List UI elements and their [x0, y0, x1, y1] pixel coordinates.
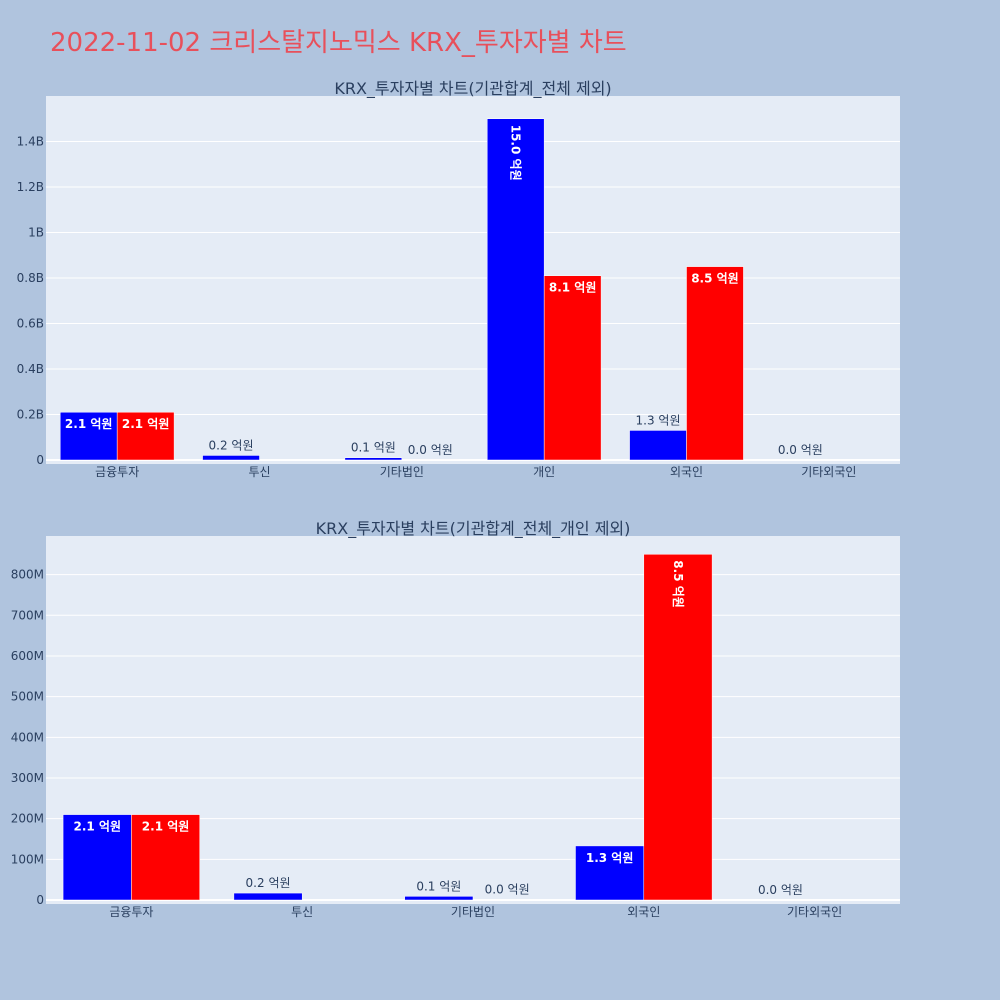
x-tick-label: 금융투자 — [109, 905, 153, 919]
y-tick-label: 400M — [11, 730, 44, 744]
x-tick-label: 개인 — [533, 465, 555, 479]
bar — [59, 411, 118, 461]
y-tick-label: 0.6B — [17, 317, 44, 331]
chart-title-1: KRX_투자자별 차트(기관합계_전체 제외) — [334, 79, 611, 99]
chart-title-2: KRX_투자자별 차트(기관합계_전체_개인 제외) — [316, 519, 631, 539]
data-label: 0.1 억원 — [416, 879, 461, 893]
data-label: 0.2 억원 — [246, 876, 291, 890]
y-tick-label: 1.4B — [17, 135, 44, 149]
data-label: 2.1 억원 — [122, 417, 170, 431]
data-label: 0.1 억원 — [351, 441, 396, 455]
data-label: 0.2 억원 — [209, 438, 254, 452]
data-label: 2.1 억원 — [65, 417, 113, 431]
data-label: 0.0 억원 — [485, 883, 530, 897]
y-tick-label: 100M — [11, 852, 44, 866]
data-label: 8.5 억원 — [691, 272, 739, 286]
page-title: 2022-11-02 크리스탈지노믹스 KRX_투자자별 차트 — [50, 28, 627, 58]
x-tick-label: 기타법인 — [451, 905, 495, 919]
bar — [233, 892, 303, 901]
bar — [486, 118, 545, 461]
bar — [131, 814, 200, 901]
y-tick-label: 0.4B — [17, 362, 44, 376]
plot-area-1 — [46, 96, 900, 464]
data-label: 15.0 억원 — [509, 125, 523, 181]
y-tick-label: 500M — [11, 690, 44, 704]
y-tick-label: 1B — [28, 226, 44, 240]
y-tick-label: 600M — [11, 649, 44, 663]
y-tick-label: 800M — [11, 568, 44, 582]
data-label: 2.1 억원 — [142, 820, 190, 834]
y-tick-label: 300M — [11, 771, 44, 785]
x-tick-label: 외국인 — [627, 905, 660, 919]
data-label: 0.0 억원 — [758, 883, 803, 897]
bar — [116, 411, 175, 461]
bar — [575, 845, 645, 901]
x-tick-label: 투신 — [291, 905, 313, 919]
y-tick-label: 0 — [36, 453, 44, 467]
bar — [543, 275, 602, 461]
data-label: 0.0 억원 — [408, 443, 453, 457]
y-tick-label: 0.2B — [17, 408, 44, 422]
x-tick-label: 투신 — [248, 465, 270, 479]
data-label: 1.3 억원 — [586, 851, 634, 865]
bar — [202, 455, 260, 461]
bar — [686, 266, 744, 461]
x-tick-label: 기타외국인 — [787, 905, 842, 919]
bar — [629, 430, 687, 461]
y-tick-label: 200M — [11, 812, 44, 826]
bar — [643, 554, 713, 901]
x-tick-label: 외국인 — [670, 465, 703, 479]
y-tick-label: 0.8B — [17, 271, 44, 285]
data-label: 2.1 억원 — [73, 820, 121, 834]
x-tick-label: 기타외국인 — [801, 465, 856, 479]
data-label: 8.1 억원 — [549, 281, 597, 295]
bar — [344, 457, 403, 461]
x-tick-label: 금융투자 — [95, 465, 139, 479]
x-tick-label: 기타법인 — [380, 465, 424, 479]
data-label: 8.5 억원 — [671, 560, 685, 608]
data-label: 0.0 억원 — [778, 443, 823, 457]
bar — [404, 896, 474, 901]
data-label: 1.3 억원 — [636, 413, 681, 427]
bar — [62, 814, 132, 901]
y-tick-label: 0 — [36, 893, 44, 907]
y-tick-label: 700M — [11, 608, 44, 622]
y-tick-label: 1.2B — [17, 180, 44, 194]
